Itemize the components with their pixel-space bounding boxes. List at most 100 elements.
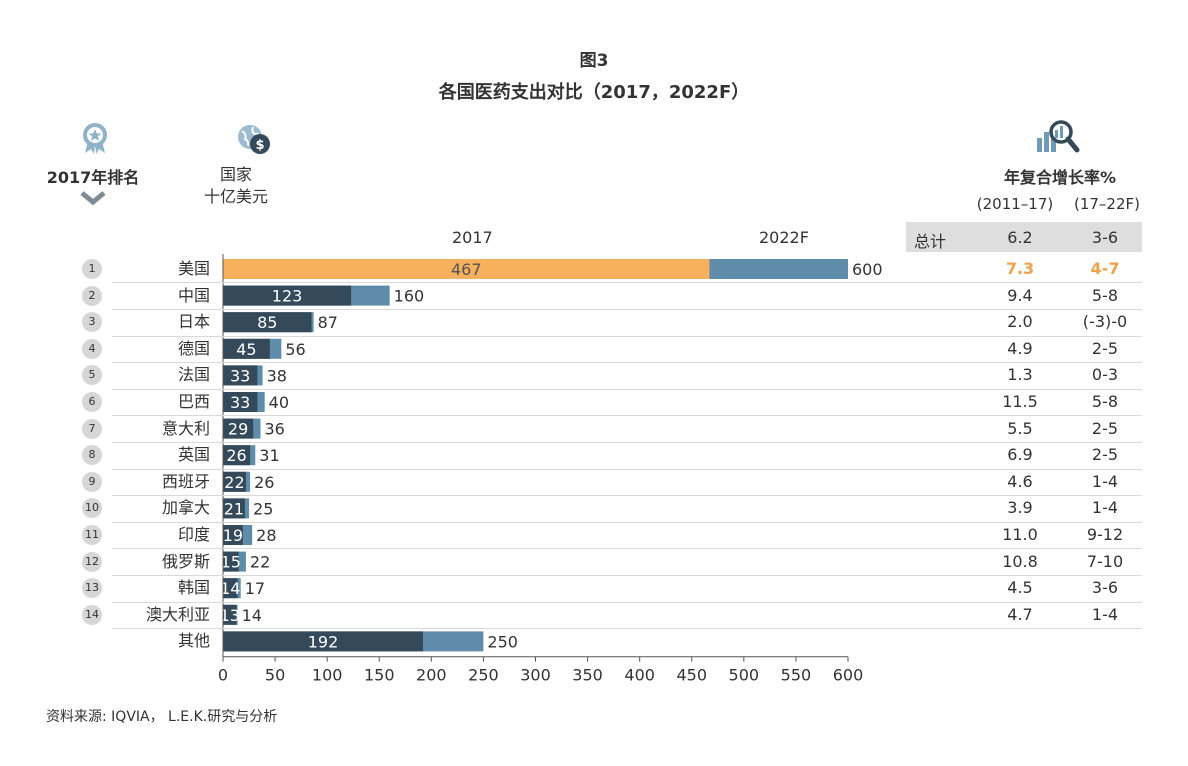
rank-badge: 7	[82, 418, 102, 439]
rank-badge: 10	[82, 498, 102, 519]
row-divider	[112, 362, 1142, 364]
cagr-17-22f: 1-4	[1091, 498, 1119, 518]
cagr-2011-17: 3.9	[1007, 498, 1033, 518]
country-label: 法国	[177, 365, 210, 385]
data-label-2022f: 25	[253, 499, 273, 518]
data-label-2017: 13	[220, 606, 240, 625]
data-label-2017: 85	[257, 313, 277, 332]
rank-badge: 4	[82, 338, 102, 359]
legend-2022f: 2022F	[759, 228, 809, 247]
country-label: 英国	[177, 445, 210, 465]
bar-2017	[223, 578, 238, 599]
data-label-2017: 14	[220, 579, 240, 598]
rank-badge: 3	[82, 312, 102, 333]
country-label: 德国	[177, 338, 210, 358]
data-label-2022f: 38	[267, 366, 287, 385]
rank-badge: 6	[82, 392, 102, 412]
country-label: 俄罗斯	[161, 551, 210, 571]
x-tick-label: 100	[312, 666, 343, 685]
data-label-2022f: 22	[250, 553, 270, 572]
x-tick-label: 550	[781, 666, 812, 685]
cagr-17-22f: 2-5	[1091, 418, 1119, 438]
cagr-17-22f: 9-12	[1086, 525, 1124, 544]
source-note: 资料来源: IQVIA， L.E.K.研究与分析	[46, 709, 278, 725]
x-tick-label: 500	[729, 666, 760, 685]
data-label-2022f: 160	[394, 287, 425, 306]
rank-badge: 5	[82, 365, 102, 386]
cagr-17-22f: 2-5	[1091, 445, 1119, 465]
bar-chart-magnifier-icon	[1037, 120, 1080, 153]
data-label-2017: 123	[272, 287, 303, 306]
cagr-17-22f: 5-8	[1091, 285, 1119, 305]
row-divider	[112, 282, 1142, 284]
x-tick-label: 250	[468, 666, 499, 685]
data-label-2022f: 87	[318, 313, 338, 332]
bar-2017	[223, 365, 258, 386]
data-label-2017: 33	[230, 366, 250, 385]
data-label-2017: 19	[223, 526, 243, 545]
cagr-2011-17: 4.7	[1007, 604, 1033, 624]
bar-2017	[223, 259, 710, 279]
x-tick-label: 350	[572, 666, 603, 685]
bar-2017	[223, 551, 239, 572]
rank-badge: 1	[82, 259, 102, 279]
rank-badge: 2	[82, 285, 102, 306]
x-tick-label: 150	[364, 666, 395, 685]
cagr-17-22f: (-3)-0	[1082, 312, 1128, 332]
country-label: 韩国	[177, 578, 210, 598]
bar-2017	[223, 604, 237, 625]
bar-2017	[223, 312, 312, 333]
legend-2017: 2017	[452, 228, 493, 247]
bar-2017	[223, 525, 243, 545]
data-label-2022f: 36	[265, 420, 285, 439]
bar-2017	[223, 338, 270, 359]
chevron-down-icon	[80, 191, 106, 206]
country-label: 澳大利亚	[145, 604, 210, 624]
cagr-17-22f: 7-10	[1086, 551, 1124, 571]
x-tick-label: 450	[676, 666, 707, 685]
country-label: 日本	[177, 312, 210, 332]
chart-title: 各国医药支出对比（2017，2022F）	[438, 82, 750, 103]
rank-badge: 12	[82, 551, 102, 572]
country-label: 加拿大	[161, 498, 210, 518]
svg-text:$: $	[255, 138, 264, 153]
cagr-17-22f: 0-3	[1091, 365, 1119, 385]
data-label-2017: 15	[221, 553, 241, 572]
row-divider	[112, 601, 1142, 603]
row-divider	[112, 468, 1142, 470]
bar-2017	[223, 392, 258, 412]
row-divider	[112, 308, 1142, 310]
country-header-line1: 国家	[219, 165, 252, 184]
data-label-2017: 467	[451, 260, 482, 279]
data-label-2017: 22	[224, 473, 244, 492]
globe-dollar-icon: $	[238, 125, 270, 154]
cagr-17-22f: 5-8	[1091, 392, 1119, 411]
cagr-17-22f: 3-6	[1091, 578, 1119, 598]
cagr-2011-17: 4.5	[1007, 578, 1033, 598]
row-divider	[112, 415, 1142, 417]
row-divider	[112, 548, 1142, 550]
cagr-2011-17: 11.5	[1002, 392, 1038, 411]
x-tick-label: 600	[833, 666, 864, 685]
bar-2017	[223, 445, 251, 466]
data-label-2022f: 26	[254, 473, 274, 492]
x-tick-label: 300	[520, 666, 551, 685]
cagr-2011-17: 10.8	[1002, 551, 1038, 571]
cagr-2011-17: 2.0	[1007, 312, 1033, 332]
data-label-2017: 45	[236, 340, 256, 359]
total-row	[906, 222, 1142, 252]
cagr-17-22f: 1-4	[1091, 604, 1119, 624]
country-label: 意大利	[161, 418, 210, 438]
cagr-17-22f: 1-4	[1091, 471, 1119, 491]
country-label: 西班牙	[161, 471, 210, 491]
rank-badge: 11	[82, 525, 102, 545]
rank-badge: 14	[82, 604, 102, 625]
cagr-2011-17: 4.9	[1007, 338, 1033, 358]
cagr-2011-17: 6.9	[1007, 445, 1033, 465]
x-tick-label: 50	[265, 666, 285, 685]
data-label-2022f: 56	[285, 340, 305, 359]
row-divider	[112, 521, 1142, 523]
rank-badge: 9	[82, 471, 102, 492]
figure-label: 图3	[579, 51, 609, 71]
